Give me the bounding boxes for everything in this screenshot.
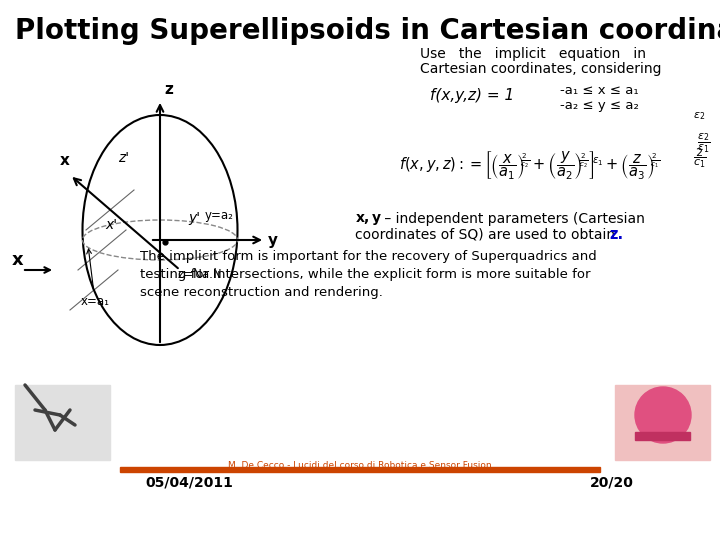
Text: x': x' xyxy=(105,218,117,232)
Text: z=Na.N: z=Na.N xyxy=(178,268,222,281)
Text: M. De Cecco - Lucidi del corso di Robotica e Sensor Fusion: M. De Cecco - Lucidi del corso di Roboti… xyxy=(228,461,492,469)
Text: z.: z. xyxy=(609,227,623,242)
Text: The implicit form is important for the recovery of Superquadrics and: The implicit form is important for the r… xyxy=(140,250,597,263)
Text: f(x,y,z) = 1: f(x,y,z) = 1 xyxy=(430,88,514,103)
Text: Cartesian coordinates, considering: Cartesian coordinates, considering xyxy=(420,62,662,76)
Text: z': z' xyxy=(118,151,129,165)
Text: $\dfrac{2}{c_1}$: $\dfrac{2}{c_1}$ xyxy=(693,147,706,170)
Text: $\varepsilon_2$: $\varepsilon_2$ xyxy=(693,110,705,122)
Bar xyxy=(615,385,710,460)
Text: x: x xyxy=(12,251,24,269)
Text: Plotting Superellipsoids in Cartesian coordinates: Plotting Superellipsoids in Cartesian co… xyxy=(15,17,720,45)
Text: y: y xyxy=(268,233,278,247)
Text: x=a₁: x=a₁ xyxy=(81,249,109,308)
Bar xyxy=(120,467,600,472)
Text: z: z xyxy=(164,82,173,97)
Text: y=a₂: y=a₂ xyxy=(205,208,234,221)
Text: 20/20: 20/20 xyxy=(590,475,634,489)
Text: scene reconstruction and rendering.: scene reconstruction and rendering. xyxy=(140,286,383,299)
Text: $f(x,y,z) := \left[\left(\dfrac{x}{a_1}\right)^{\!\!\frac{2}{c_2}}+ \left(\dfrac: $f(x,y,z) := \left[\left(\dfrac{x}{a_1}\… xyxy=(400,150,660,183)
Text: $\mathbf{x,y}$: $\mathbf{x,y}$ xyxy=(355,212,383,227)
Bar xyxy=(15,385,110,460)
Text: x: x xyxy=(60,153,70,168)
Text: testing for intersections, while the explicit form is more suitable for: testing for intersections, while the exp… xyxy=(140,268,590,281)
Circle shape xyxy=(635,387,691,443)
Bar xyxy=(635,432,690,440)
Text: $\dfrac{\varepsilon_2}{\varepsilon_1}$: $\dfrac{\varepsilon_2}{\varepsilon_1}$ xyxy=(697,132,710,155)
Text: 05/04/2011: 05/04/2011 xyxy=(145,475,233,489)
Text: Use   the   implicit   equation   in: Use the implicit equation in xyxy=(420,47,646,61)
Text: -a₂ ≤ y ≤ a₂: -a₂ ≤ y ≤ a₂ xyxy=(560,99,639,112)
Text: -a₁ ≤ x ≤ a₁: -a₁ ≤ x ≤ a₁ xyxy=(560,84,639,97)
Text: – independent parameters (Cartesian: – independent parameters (Cartesian xyxy=(380,212,645,226)
Text: coordinates of SQ) are used to obtain: coordinates of SQ) are used to obtain xyxy=(355,227,624,241)
Text: y': y' xyxy=(188,211,200,225)
